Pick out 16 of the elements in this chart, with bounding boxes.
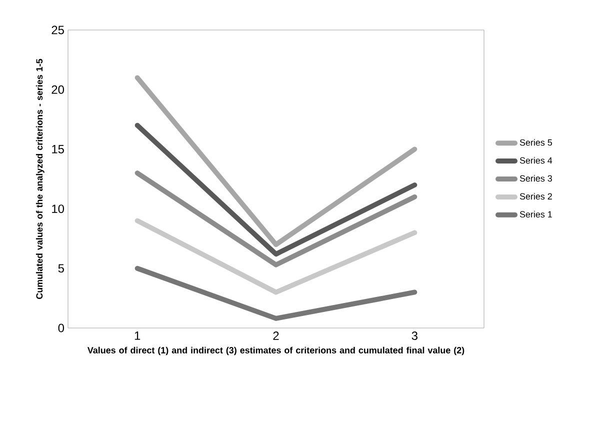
x-tick-label: 1: [134, 332, 140, 340]
legend-label: Series 1: [520, 210, 552, 218]
y-tick-label: 25: [52, 26, 64, 34]
y-tick-label: 5: [58, 264, 64, 273]
x-tick-label: 2: [273, 332, 279, 340]
y-tick-label: 15: [52, 145, 64, 154]
y-axis-title: Cumulated values of the analyzed criterions - series 1-5: [36, 58, 44, 299]
legend-label: Series 5: [520, 139, 552, 146]
legend-label: Series 3: [520, 175, 552, 182]
y-tick-label: 0: [58, 324, 64, 332]
legend-label: Series 4: [520, 157, 552, 164]
x-tick-label: 3: [412, 332, 418, 340]
x-axis-title: Values of direct (1) and indirect (3) estimates of criterions and cumulated final value (2): [87, 346, 464, 356]
y-tick-label: 10: [52, 204, 64, 214]
legend-label: Series 2: [520, 192, 552, 200]
y-tick-label: 20: [52, 85, 64, 94]
